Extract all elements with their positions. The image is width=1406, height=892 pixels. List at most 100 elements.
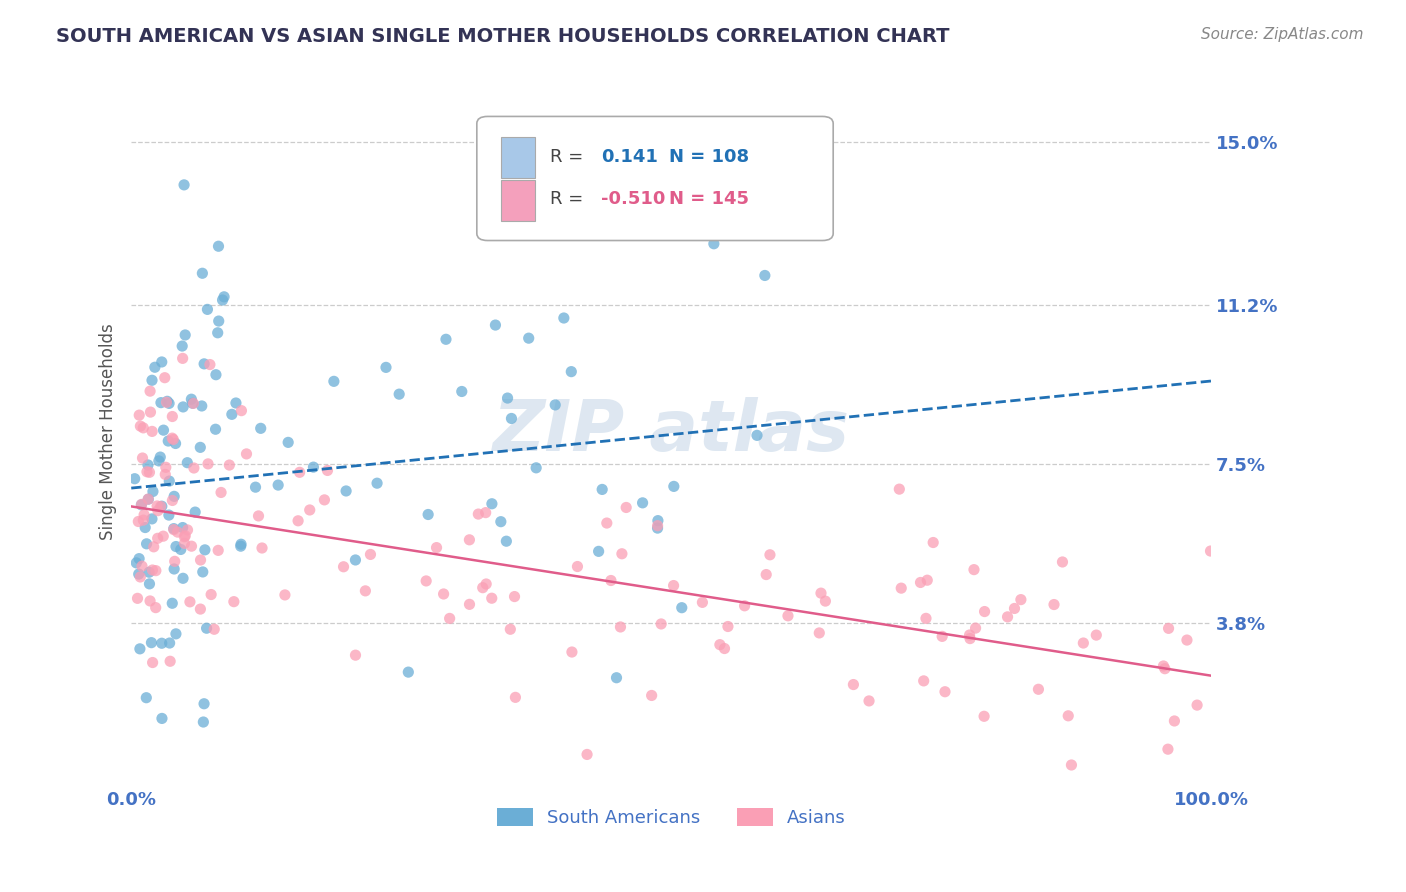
Text: ZIP atlas: ZIP atlas [492, 398, 849, 467]
Point [163, 554, 186, 568]
Point [567, 559, 589, 574]
Point [475, 577, 498, 591]
Point [183, 461, 205, 475]
Point [1152, 659, 1174, 673]
Point [190, 399, 212, 413]
Point [173, 178, 195, 192]
Point [662, 578, 685, 592]
Point [142, 656, 165, 670]
Point [344, 553, 367, 567]
Point [298, 503, 321, 517]
Text: N = 108: N = 108 [669, 148, 749, 166]
Point [212, 290, 235, 304]
Point [146, 503, 169, 517]
Point [162, 433, 184, 447]
Point [959, 632, 981, 646]
Point [890, 581, 912, 595]
Point [145, 600, 167, 615]
Point [176, 523, 198, 537]
Point [505, 690, 527, 705]
Point [190, 602, 212, 616]
Point [129, 641, 152, 656]
Point [1157, 621, 1180, 635]
Point [1060, 758, 1083, 772]
Point [222, 595, 245, 609]
Point [163, 522, 186, 536]
Point [249, 421, 271, 435]
Point [194, 542, 217, 557]
Point [184, 505, 207, 519]
Point [496, 391, 519, 405]
Point [149, 450, 172, 464]
Point [136, 492, 159, 507]
Point [302, 460, 325, 475]
Point [605, 671, 627, 685]
Point [180, 392, 202, 407]
Point [138, 466, 160, 480]
Point [229, 537, 252, 551]
Point [153, 370, 176, 384]
Point [759, 548, 782, 562]
Point [131, 559, 153, 574]
Point [709, 638, 731, 652]
Point [150, 355, 173, 369]
Point [163, 562, 186, 576]
Point [191, 565, 214, 579]
Point [344, 648, 367, 662]
Point [143, 360, 166, 375]
Point [141, 373, 163, 387]
Point [745, 428, 768, 442]
Point [600, 574, 623, 588]
Point [157, 396, 180, 410]
Point [128, 408, 150, 422]
Point [614, 500, 637, 515]
Point [160, 431, 183, 445]
Point [132, 508, 155, 522]
Point [610, 547, 633, 561]
Point [138, 577, 160, 591]
Point [481, 591, 503, 606]
Point [172, 351, 194, 366]
Point [202, 622, 225, 636]
Point [1052, 555, 1074, 569]
Point [1185, 698, 1208, 712]
Point [207, 543, 229, 558]
Point [934, 684, 956, 698]
Point [1153, 662, 1175, 676]
Point [671, 600, 693, 615]
Point [150, 500, 173, 514]
Point [157, 434, 180, 448]
Point [195, 621, 218, 635]
Point [910, 575, 932, 590]
Point [197, 457, 219, 471]
Point [474, 506, 496, 520]
Text: R =: R = [550, 148, 583, 166]
Point [647, 514, 669, 528]
Point [501, 411, 523, 425]
Point [481, 497, 503, 511]
Point [183, 396, 205, 410]
Point [288, 465, 311, 479]
Point [755, 567, 778, 582]
Point [973, 605, 995, 619]
Point [146, 531, 169, 545]
Point [149, 395, 172, 409]
Point [1157, 742, 1180, 756]
Point [596, 516, 619, 530]
Point [155, 395, 177, 409]
Point [136, 458, 159, 472]
Point [517, 331, 540, 345]
Point [1010, 592, 1032, 607]
Legend: South Americans, Asians: South Americans, Asians [489, 800, 853, 834]
Point [193, 714, 215, 729]
Point [499, 622, 522, 636]
Point [553, 311, 575, 326]
Point [467, 507, 489, 521]
Point [922, 535, 945, 549]
Point [425, 541, 447, 555]
Point [439, 611, 461, 625]
Bar [501, 137, 536, 178]
Point [484, 318, 506, 332]
Point [588, 544, 610, 558]
Point [136, 492, 159, 507]
